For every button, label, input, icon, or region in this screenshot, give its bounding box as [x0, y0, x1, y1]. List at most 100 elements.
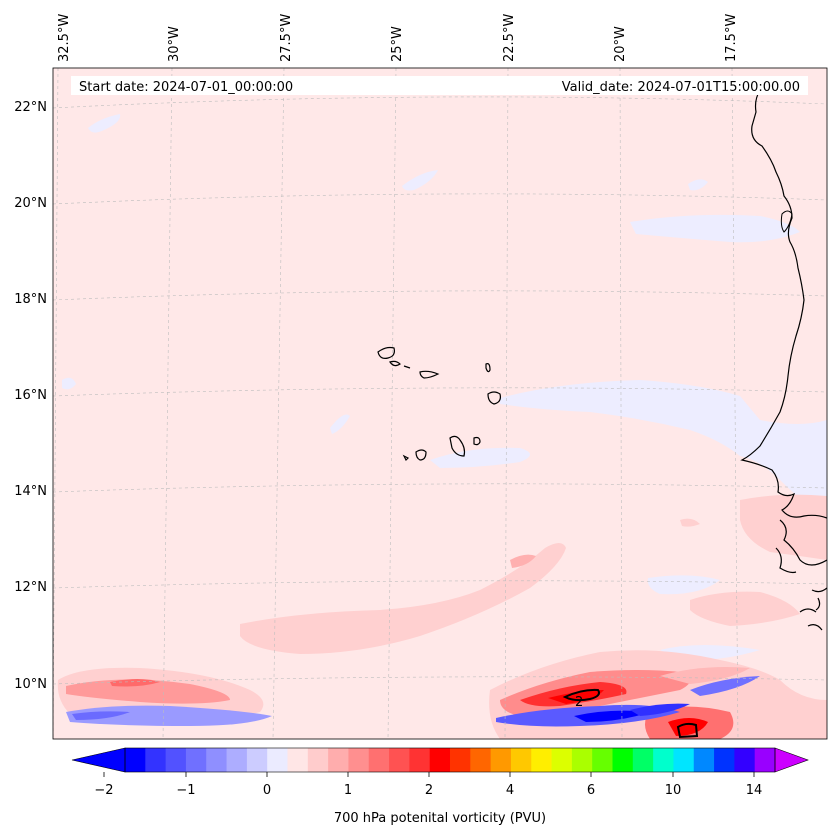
pv-contour-se — [676, 722, 699, 739]
colorbar-swatch — [328, 748, 349, 772]
meridian-32-5w — [53, 68, 59, 739]
colorbar-swatch — [389, 748, 410, 772]
meridian-27-5w — [272, 68, 285, 739]
colorbar-swatch — [348, 748, 370, 772]
colorbar-swatch — [754, 748, 776, 772]
colorbar-swatch — [145, 748, 167, 772]
island-santo-antao — [377, 346, 395, 359]
lon-label-30w: 30°W — [167, 26, 182, 62]
pv-contour-2 — [562, 688, 600, 702]
neg-sw-core — [72, 711, 130, 720]
neg-patch-northeast — [630, 214, 800, 243]
map-area: 2 — [53, 68, 827, 739]
island-boa-vista — [487, 391, 501, 405]
colorbar-title: 700 hPa potenital vorticity (PVU) — [334, 811, 546, 826]
parallel-22n — [53, 96, 827, 109]
colorbar-swatches — [125, 748, 776, 772]
lat-label-10n: 10°N — [14, 677, 47, 692]
colorbar-swatch — [571, 748, 593, 772]
meridian-17-5w — [731, 68, 739, 739]
colorbar-swatch — [368, 748, 390, 772]
lat-label-14n: 14°N — [14, 484, 47, 499]
island-fogo — [415, 449, 427, 461]
coastline-bijagos — [775, 547, 797, 574]
neg-south-core — [574, 710, 650, 722]
colorbar-swatch — [185, 748, 207, 772]
colorbar-swatch — [612, 748, 634, 772]
parallel-16n — [53, 387, 827, 397]
coastline-guinea — [799, 587, 827, 631]
meridian-30w — [162, 68, 173, 739]
colorbar-swatch — [632, 748, 654, 772]
colorbar-swatch — [287, 748, 309, 772]
map-frame — [52, 67, 828, 740]
lat-label-12n: 12°N — [14, 580, 47, 595]
parallel-10n — [53, 676, 827, 685]
colorbar-ticks — [103, 772, 755, 777]
colorbar-swatch — [551, 748, 573, 772]
neg-patch-ne-small — [688, 179, 708, 191]
colorbar-swatch — [673, 748, 695, 772]
cb-tick-label-0: 0 — [263, 783, 271, 798]
neg-patch-north — [402, 170, 438, 191]
pv-sw-moderate — [66, 679, 230, 704]
island-sao-nicolau — [419, 370, 440, 379]
lon-label-27-5w: 27.5°W — [279, 14, 294, 62]
island-brava — [402, 454, 410, 462]
parallel-12n — [53, 580, 827, 589]
neg-sw-band — [66, 705, 272, 726]
cape-verde-islands — [377, 346, 501, 462]
neg-patch-central — [330, 414, 350, 434]
neg-south-east-strong — [630, 703, 690, 716]
colorbar-swatch — [165, 748, 187, 772]
neg-south-east-core — [690, 676, 760, 696]
colorbar-swatch — [226, 748, 248, 772]
banc-arguin-island — [780, 210, 793, 233]
cb-tick-label-neg2: −2 — [94, 783, 113, 798]
cb-tick-label-1: 1 — [344, 783, 352, 798]
lon-label-25w: 25°W — [390, 26, 405, 62]
pv-sw-core — [110, 679, 160, 687]
colorbar-swatch — [267, 748, 288, 772]
lat-label-18n: 18°N — [14, 292, 47, 307]
pv-band-coast-east — [740, 494, 827, 560]
colorbar-swatch — [246, 748, 268, 772]
colorbar-swatch — [470, 748, 492, 772]
cb-tick-label-4: 4 — [506, 783, 514, 798]
colorbar-swatch — [429, 748, 451, 772]
lat-label-22n: 22°N — [14, 100, 47, 115]
meridian-22-5w — [504, 68, 509, 739]
header-box — [71, 76, 808, 95]
island-sao-vicente — [389, 360, 401, 367]
cb-tick-label-6: 6 — [587, 783, 595, 798]
coastline-africa — [740, 89, 827, 519]
negative-pv-cores — [66, 676, 760, 727]
neg-patch-southeast — [647, 575, 720, 595]
colorbar-swatch — [714, 748, 735, 772]
latitude-labels: 22°N 20°N 18°N 16°N 14°N 12°N 10°N — [14, 100, 47, 692]
neg-patch-islands-south — [430, 447, 530, 468]
colorbar-min-arrow — [71, 747, 126, 773]
parallel-18n — [53, 290, 827, 301]
colorbar-max-arrow — [774, 747, 809, 773]
colorbar-swatch — [693, 748, 715, 772]
coastline-guinea-bissau — [779, 519, 827, 566]
neg-patch-west — [62, 377, 76, 390]
pv-band-se — [690, 591, 800, 626]
longitude-labels: 32.5°W 30°W 27.5°W 25°W 22.5°W 20°W 17.5… — [57, 14, 739, 62]
lat-label-20n: 20°N — [14, 196, 47, 211]
island-maio — [473, 436, 481, 446]
colorbar-swatch — [125, 748, 146, 772]
pv-band-central-core — [510, 554, 536, 568]
lon-label-17-5w: 17.5°W — [724, 14, 739, 62]
moderate-positive-pv — [66, 667, 750, 739]
parallel-14n — [53, 483, 827, 493]
colorbar-swatch — [734, 748, 756, 772]
start-date-label: Start date: 2024-07-01_00:00:00 — [79, 80, 293, 95]
cb-tick-label-2: 2 — [425, 783, 433, 798]
weak-negative-pv-patches — [62, 114, 827, 661]
meridian-20w — [619, 68, 623, 739]
neg-patch-nw — [88, 114, 121, 133]
pv-band-central — [240, 543, 566, 654]
colorbar-swatch — [510, 748, 532, 772]
